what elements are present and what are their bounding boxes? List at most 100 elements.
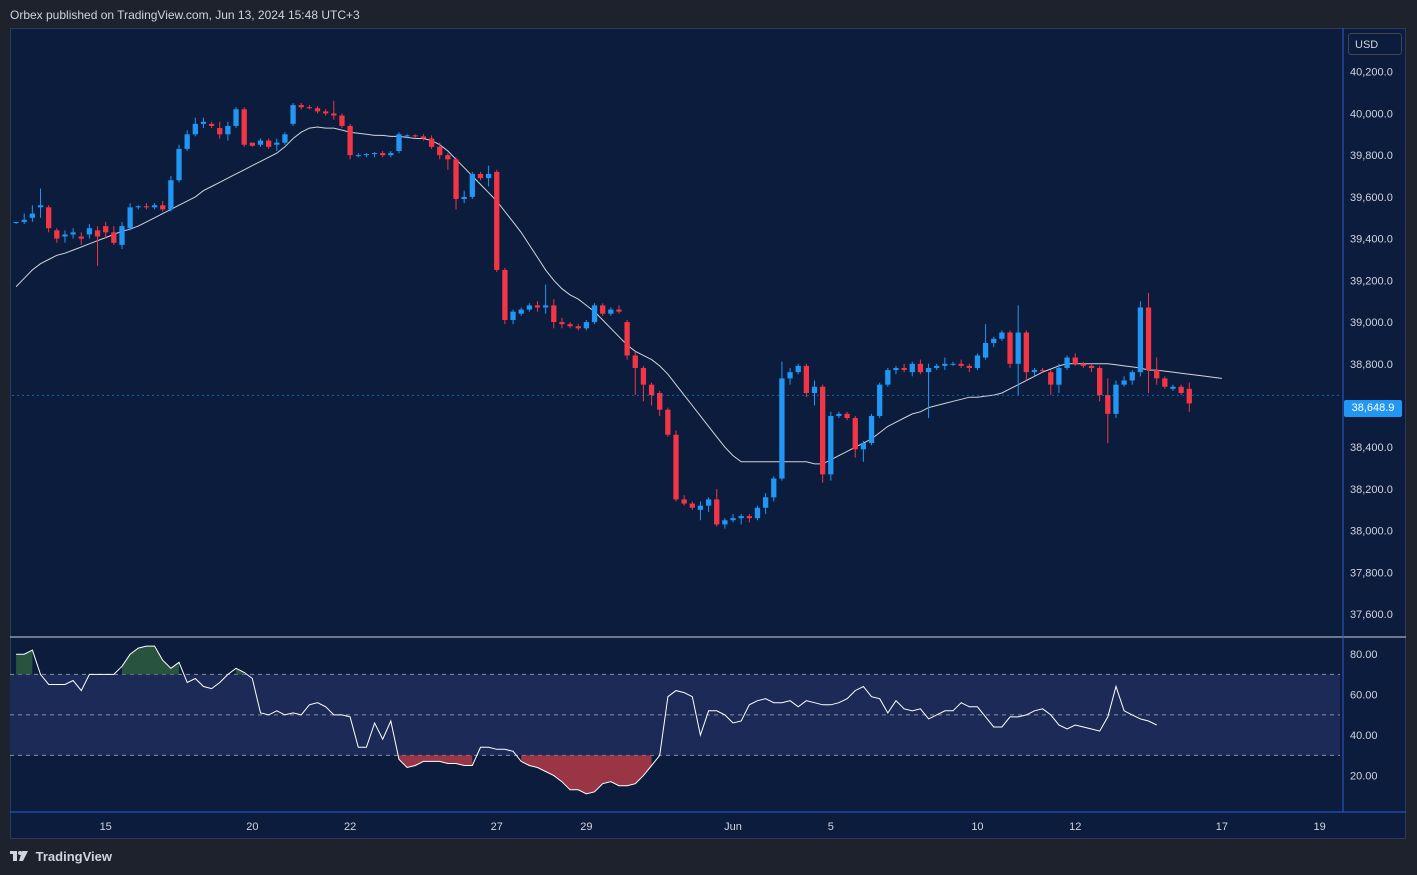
axes-layer: 37,600.0 37,800.0 38,000.0 38,200.0 38,400.0… bbox=[10, 28, 1406, 833]
candle-body bbox=[437, 146, 443, 156]
candle-body bbox=[852, 418, 858, 450]
candle-body bbox=[917, 363, 924, 373]
candle bbox=[1137, 301, 1144, 377]
candle bbox=[477, 171, 484, 181]
candle-body bbox=[762, 497, 769, 508]
candle-body bbox=[265, 140, 272, 147]
candle-body bbox=[648, 384, 655, 396]
candle-body bbox=[583, 322, 590, 329]
candle-body bbox=[103, 226, 109, 233]
candle bbox=[616, 305, 622, 314]
candle bbox=[274, 138, 280, 151]
rsi-line bbox=[16, 645, 1157, 795]
candle-body bbox=[453, 159, 459, 199]
candle-body bbox=[534, 305, 541, 308]
candle-body bbox=[1178, 386, 1184, 393]
candle-body bbox=[665, 409, 671, 435]
candle bbox=[396, 132, 402, 154]
candle-body bbox=[551, 305, 557, 323]
candle-body bbox=[909, 363, 915, 373]
candle-body bbox=[225, 125, 231, 135]
candle-body bbox=[404, 135, 410, 137]
candle bbox=[754, 505, 761, 521]
candle-body bbox=[616, 309, 622, 312]
candle-body bbox=[877, 384, 883, 416]
candle bbox=[54, 228, 60, 243]
candle bbox=[942, 357, 948, 371]
candle-body bbox=[445, 155, 451, 160]
footer-brand[interactable]: TradingView bbox=[10, 849, 112, 864]
rsi-tick-label: 80.00 bbox=[1350, 649, 1378, 661]
candle-body bbox=[192, 123, 198, 135]
candle-body bbox=[249, 142, 255, 146]
candle-body bbox=[241, 109, 247, 145]
candle bbox=[37, 188, 44, 218]
time-tick-label: 5 bbox=[828, 821, 834, 833]
price-tick-label: 39,800.0 bbox=[1350, 150, 1393, 162]
candle-body bbox=[1162, 378, 1168, 387]
candle bbox=[730, 514, 736, 523]
candle-body bbox=[323, 111, 329, 114]
price-tick-label: 39,000.0 bbox=[1350, 317, 1393, 329]
candle-body bbox=[355, 155, 361, 157]
candle bbox=[510, 309, 516, 325]
candle-body bbox=[844, 413, 850, 419]
rsi-tick-label: 40.00 bbox=[1350, 730, 1378, 742]
candle bbox=[200, 117, 207, 129]
candle-body bbox=[502, 269, 508, 320]
candle-body bbox=[78, 236, 84, 239]
candle-body bbox=[200, 121, 207, 124]
candle bbox=[542, 284, 549, 314]
candle bbox=[583, 319, 590, 331]
candle bbox=[893, 365, 899, 375]
candle-body bbox=[999, 332, 1005, 339]
time-tick-label: 19 bbox=[1314, 821, 1326, 833]
candle bbox=[306, 105, 313, 110]
candle bbox=[151, 203, 158, 210]
candle-body bbox=[208, 123, 215, 126]
candle bbox=[290, 103, 296, 126]
candle-body bbox=[70, 232, 76, 235]
candle-body bbox=[176, 148, 182, 181]
rsi-tick-label: 20.00 bbox=[1350, 771, 1378, 783]
candle-body bbox=[591, 305, 598, 323]
candle-body bbox=[608, 309, 614, 314]
candle-body bbox=[380, 153, 386, 156]
time-tick-label: 10 bbox=[971, 821, 983, 833]
candle bbox=[1048, 370, 1054, 396]
candle bbox=[412, 134, 418, 139]
candle bbox=[388, 151, 394, 158]
price-tick-label: 38,000.0 bbox=[1350, 526, 1393, 538]
currency-selector[interactable]: USD bbox=[1348, 33, 1402, 55]
candle bbox=[705, 497, 712, 512]
candle bbox=[168, 176, 174, 212]
candle bbox=[420, 134, 427, 141]
candle bbox=[339, 113, 345, 129]
candle-body bbox=[958, 363, 964, 366]
candle-body bbox=[1031, 370, 1038, 373]
candle bbox=[901, 363, 907, 373]
candle-body bbox=[722, 520, 728, 525]
candle-body bbox=[771, 478, 777, 498]
candle bbox=[591, 303, 598, 325]
candle-body bbox=[1145, 307, 1152, 371]
price-tick-label: 39,400.0 bbox=[1350, 234, 1393, 246]
candle-body bbox=[111, 232, 117, 243]
candle bbox=[1088, 363, 1095, 373]
candle bbox=[917, 359, 924, 375]
candle bbox=[746, 514, 752, 523]
candle bbox=[241, 107, 247, 147]
candle-body bbox=[331, 113, 337, 116]
candle bbox=[551, 299, 557, 329]
price-tick-label: 39,600.0 bbox=[1350, 192, 1393, 204]
candle bbox=[925, 363, 932, 419]
candle-body bbox=[217, 128, 223, 135]
currency-label[interactable]: USD bbox=[1355, 39, 1379, 51]
price-tick-label: 40,200.0 bbox=[1350, 67, 1393, 79]
candle bbox=[1113, 380, 1119, 419]
candle-body bbox=[925, 367, 932, 373]
candle bbox=[697, 501, 704, 521]
candle-body bbox=[1023, 332, 1029, 373]
candle bbox=[184, 130, 190, 151]
